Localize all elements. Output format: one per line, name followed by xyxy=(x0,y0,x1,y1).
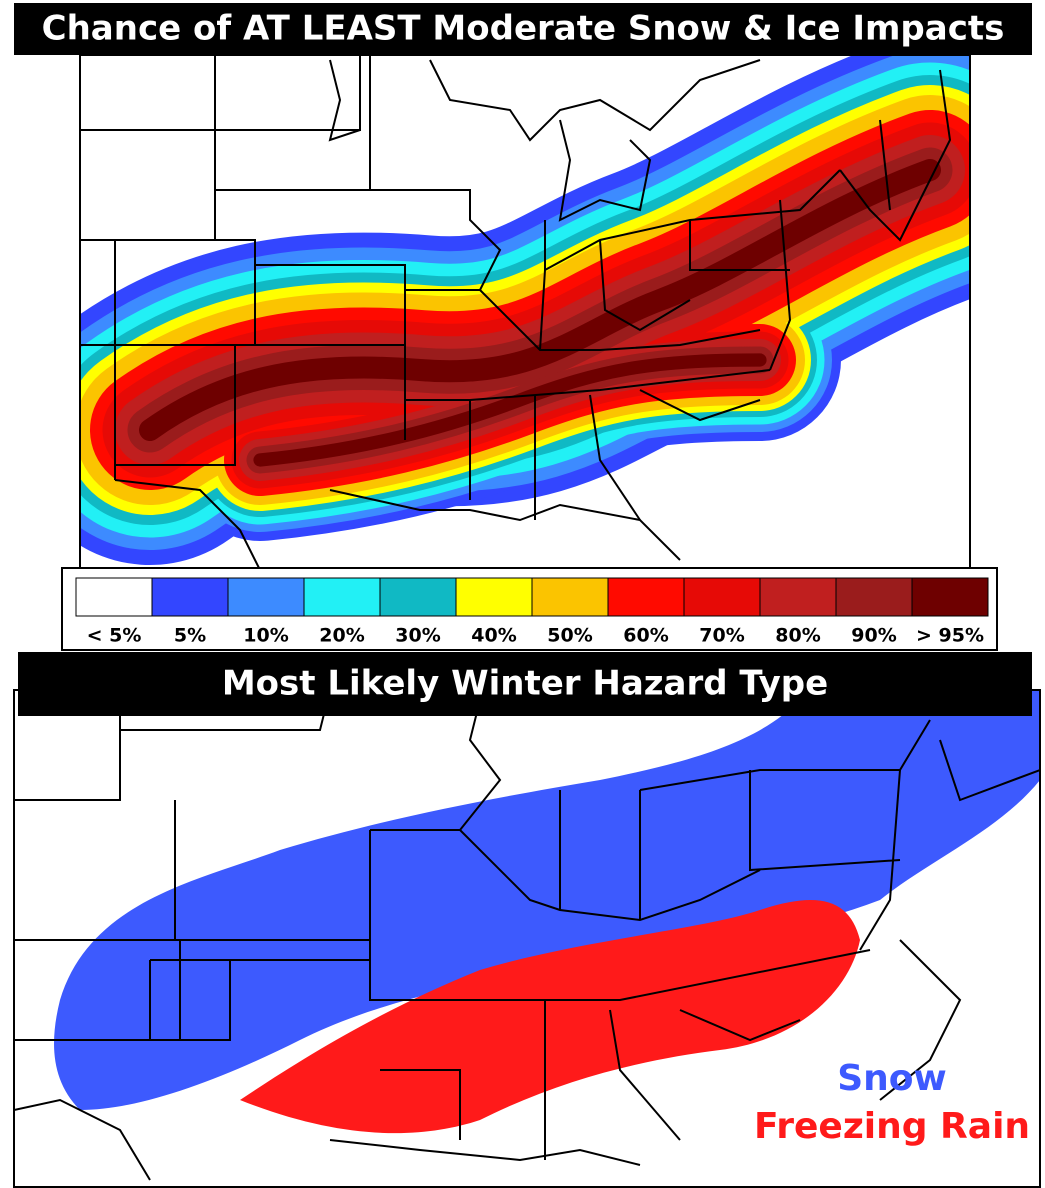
legend-swatch xyxy=(607,577,685,617)
legend-swatch xyxy=(531,577,609,617)
legend-label: > 95% xyxy=(916,625,984,647)
title-bar xyxy=(14,3,1032,55)
legend-label: < 5% xyxy=(87,625,142,647)
freezing-rain-area xyxy=(240,900,860,1134)
legend-label: 70% xyxy=(699,625,744,647)
key-freezing-rain: Freezing Rain xyxy=(754,1106,1030,1147)
legend-swatch xyxy=(759,577,837,617)
probability-band xyxy=(253,353,767,467)
bottom-map xyxy=(54,690,1040,1134)
legend-swatch xyxy=(151,577,229,617)
legend-label: 10% xyxy=(243,625,288,647)
legend: < 5% 5% 10% 20% 30% 40% 50% 60% 70% 80% 90% > 95% xyxy=(75,577,989,647)
legend-swatch xyxy=(683,577,761,617)
legend-label: 5% xyxy=(174,625,206,647)
legend-label: 80% xyxy=(775,625,820,647)
legend-swatch xyxy=(455,577,533,617)
top-state-lines xyxy=(80,55,952,570)
legend-label: 60% xyxy=(623,625,668,647)
legend-swatch xyxy=(303,577,381,617)
top-title: Chance of AT LEAST Moderate Snow & Ice I… xyxy=(42,9,1005,49)
legend-swatch xyxy=(911,577,989,617)
key-snow: Snow xyxy=(837,1058,947,1099)
legend-label: 40% xyxy=(471,625,516,647)
legend-label: 20% xyxy=(319,625,364,647)
legend-label: 30% xyxy=(395,625,440,647)
legend-swatch xyxy=(75,577,153,617)
legend-swatch xyxy=(227,577,305,617)
legend-swatch xyxy=(379,577,457,617)
legend-label: 50% xyxy=(547,625,592,647)
legend-swatch xyxy=(835,577,913,617)
bottom-title: Most Likely Winter Hazard Type xyxy=(222,664,828,704)
probability-band xyxy=(139,159,941,441)
title-bar xyxy=(18,652,1032,716)
legend-label: 90% xyxy=(851,625,896,647)
top-map xyxy=(80,55,970,565)
snow-area xyxy=(54,690,1040,1110)
